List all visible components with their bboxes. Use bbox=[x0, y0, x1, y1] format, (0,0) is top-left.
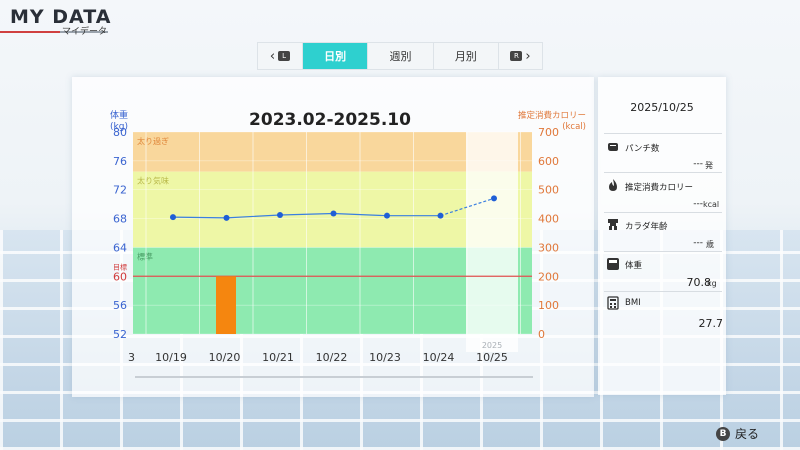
weight-point bbox=[170, 214, 176, 221]
divider bbox=[604, 133, 722, 134]
left-axis-label: 体重 bbox=[110, 111, 129, 121]
stat-label-body-age: カラダ年齢 bbox=[625, 222, 668, 232]
b-button-badge: B bbox=[716, 426, 730, 441]
stat-unit-weight: kg bbox=[707, 279, 717, 288]
stat-unit-punches: 発 bbox=[705, 161, 713, 170]
divider bbox=[604, 291, 722, 292]
left-tick-label: 60 bbox=[113, 270, 127, 283]
x-tick-label: 10/19 bbox=[155, 351, 187, 364]
left-axis-name: 体重 (kg) bbox=[110, 111, 128, 133]
stat-label-bmi: BMI bbox=[625, 298, 641, 308]
calorie-bar bbox=[216, 276, 236, 334]
selected-date: 2025/10/25 bbox=[630, 101, 694, 114]
stat-unit-calories: kcal bbox=[703, 200, 720, 209]
divider bbox=[604, 212, 722, 213]
scale-icon bbox=[607, 258, 619, 270]
right-tick-label: 600 bbox=[538, 155, 559, 168]
right-tick-label: 200 bbox=[538, 270, 559, 283]
calculator-icon bbox=[607, 296, 619, 310]
left-tick-label: 80 bbox=[113, 126, 127, 139]
tab-daily[interactable]: 日別 bbox=[302, 43, 368, 69]
right-axis-name: 推定消費カロリー (kcal) bbox=[516, 111, 586, 133]
left-axis-unit: (kg) bbox=[110, 122, 128, 132]
stat-unit-body-age: 歳 bbox=[706, 240, 714, 249]
left-tick-label: 72 bbox=[113, 184, 127, 197]
band-label: 標準 bbox=[137, 251, 153, 261]
stat-label-weight: 体重 bbox=[625, 261, 643, 271]
right-tick-label: 700 bbox=[538, 126, 559, 139]
flame-icon bbox=[609, 179, 617, 191]
period-tab-bar: ‹ L 日別 週別 月別 R › bbox=[257, 42, 543, 70]
band-label: 太り過ぎ bbox=[137, 136, 169, 146]
weight-line-projection bbox=[440, 197, 495, 217]
chart-title: 2023.02-2025.10 bbox=[249, 110, 411, 130]
stat-label-calories: 推定消費カロリー bbox=[625, 183, 694, 193]
right-axis-unit: (kcal) bbox=[562, 122, 586, 132]
tab-monthly[interactable]: 月別 bbox=[432, 43, 498, 69]
band-label: 太り気味 bbox=[137, 176, 169, 186]
prev-period-button[interactable]: ‹ L bbox=[258, 43, 302, 69]
weight-point bbox=[330, 210, 337, 217]
weight-point bbox=[491, 195, 497, 202]
weight-point bbox=[437, 212, 444, 219]
weight-point bbox=[277, 211, 283, 218]
back-label: 戻る bbox=[735, 427, 760, 441]
x-tick-label-cut: 3 bbox=[128, 351, 135, 364]
x-tick-label: 10/25 bbox=[476, 351, 508, 364]
app-subtitle: マイデータ bbox=[62, 27, 108, 37]
title-underline bbox=[0, 31, 60, 33]
left-tick-label: 76 bbox=[113, 155, 127, 168]
punch-icon bbox=[608, 143, 618, 151]
right-tick-label: 300 bbox=[538, 241, 559, 254]
weight-line bbox=[172, 212, 441, 219]
divider bbox=[604, 251, 722, 252]
divider bbox=[604, 172, 722, 173]
weight-point bbox=[384, 212, 390, 219]
back-button[interactable]: B 戻る bbox=[716, 425, 759, 442]
left-tick-label: 56 bbox=[113, 299, 127, 312]
tab-weekly[interactable]: 週別 bbox=[367, 43, 432, 69]
day-detail-panel bbox=[598, 77, 726, 395]
target-label: 目標 bbox=[113, 262, 127, 271]
chevron-left-icon: ‹ bbox=[269, 48, 276, 64]
stat-value-calories: --- bbox=[693, 199, 703, 209]
x-tick-label: 10/20 bbox=[209, 351, 241, 364]
x-tick-label: 10/23 bbox=[369, 351, 401, 364]
left-tick-label: 64 bbox=[113, 241, 127, 254]
stat-value-punches: --- bbox=[693, 159, 703, 169]
app-title: MY DATA bbox=[10, 6, 112, 28]
stat-value-body-age: --- bbox=[693, 238, 703, 248]
r-button-badge: R bbox=[510, 51, 523, 61]
next-period-button[interactable]: R › bbox=[497, 43, 542, 69]
right-tick-label: 0 bbox=[538, 328, 545, 341]
chevron-right-icon: › bbox=[525, 48, 531, 64]
left-tick-label: 52 bbox=[113, 328, 127, 341]
stat-value-bmi: 27.7 bbox=[698, 317, 724, 330]
left-tick-label: 68 bbox=[113, 213, 127, 226]
title-underline-grey bbox=[60, 31, 108, 33]
l-button-badge: L bbox=[278, 51, 291, 61]
weight-point bbox=[223, 214, 230, 221]
right-tick-label: 500 bbox=[538, 184, 559, 197]
selected-day-highlight bbox=[466, 132, 518, 352]
stat-value-weight: 70.8 bbox=[686, 276, 712, 289]
year-label: 2025 bbox=[482, 341, 502, 350]
right-axis-label: 推定消費カロリー bbox=[517, 111, 586, 121]
x-tick-label: 10/21 bbox=[262, 351, 294, 364]
stat-label-punches: パンチ数 bbox=[625, 144, 660, 154]
body-icon bbox=[608, 219, 618, 230]
right-tick-label: 100 bbox=[538, 299, 559, 312]
chart-scrollbar[interactable] bbox=[135, 376, 533, 378]
right-tick-label: 400 bbox=[538, 213, 559, 226]
x-tick-label: 10/24 bbox=[423, 351, 455, 364]
x-tick-label: 10/22 bbox=[316, 351, 348, 364]
